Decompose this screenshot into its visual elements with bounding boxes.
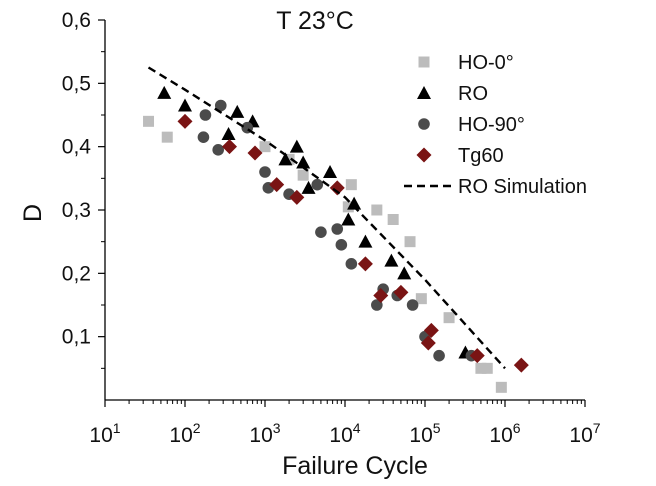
data-point — [301, 180, 316, 194]
x-tick-label: 106 — [489, 420, 520, 447]
data-point — [415, 293, 427, 305]
y-tick-label: 0,1 — [62, 326, 91, 349]
data-point — [315, 226, 327, 238]
data-point — [341, 212, 356, 226]
data-point — [297, 169, 309, 181]
legend-swatch — [417, 86, 431, 99]
legend-label: RO — [458, 83, 488, 105]
data-point — [323, 165, 338, 178]
data-point — [495, 381, 507, 393]
data-point — [161, 131, 173, 143]
legend-item: HO-90° — [418, 114, 525, 136]
legend-item: Tg60 — [416, 145, 504, 167]
data-point — [221, 127, 236, 140]
data-point — [393, 284, 409, 300]
x-tick-label: 101 — [89, 420, 120, 447]
data-point — [222, 139, 238, 155]
chart-title: T 23°C — [276, 7, 354, 35]
data-point — [345, 258, 358, 270]
legend-swatch — [418, 56, 430, 68]
series-ro — [157, 85, 473, 359]
legend-item: RO — [417, 83, 488, 105]
legend-item: RO Simulation — [404, 176, 587, 198]
data-point — [177, 113, 193, 129]
data-point — [342, 201, 354, 213]
data-point — [178, 98, 192, 112]
data-point — [373, 288, 389, 303]
data-point — [259, 166, 271, 178]
data-point — [384, 253, 399, 267]
legend-item: HO-0° — [418, 52, 514, 74]
data-point — [311, 178, 324, 191]
x-axis-label: Failure Cycle — [282, 452, 428, 480]
y-axis-label: D — [19, 204, 47, 222]
data-point — [358, 234, 373, 248]
x-tick-label: 104 — [329, 420, 360, 447]
data-point — [475, 362, 487, 374]
data-point — [296, 155, 311, 169]
y-tick-label: 0,3 — [62, 199, 91, 222]
data-point — [406, 299, 419, 311]
data-point — [397, 266, 412, 280]
simulation-line — [147, 66, 506, 370]
data-point — [481, 362, 493, 374]
legend-swatch — [416, 147, 432, 163]
axes: 101 102 103 104 105 106 107 0,1 0,2 0,3 0,4 0,5 0,6 — [62, 9, 601, 447]
data-point — [371, 299, 383, 311]
data-point — [433, 349, 445, 362]
series-ro-simulation — [147, 66, 506, 370]
y-tick-label: 0,5 — [62, 72, 91, 95]
data-point — [230, 104, 245, 118]
data-point — [143, 115, 155, 127]
data-point — [269, 177, 285, 193]
legend-label: Tg60 — [458, 145, 504, 167]
data-point — [247, 145, 263, 161]
y-tick-label: 0,6 — [62, 9, 91, 32]
x-tick-label: 103 — [249, 420, 280, 447]
legend: HO-0° RO HO-90° Tg60 RO Simulation — [404, 52, 587, 198]
data-point — [469, 348, 485, 364]
data-point — [335, 239, 348, 251]
data-point — [212, 144, 224, 156]
data-point — [347, 196, 362, 210]
data-point — [199, 109, 212, 121]
data-point — [259, 141, 271, 153]
data-point — [345, 179, 357, 191]
legend-swatch — [418, 118, 430, 130]
data-point — [289, 189, 305, 205]
data-point — [214, 99, 227, 112]
data-point — [278, 152, 293, 166]
x-tick-label: 107 — [569, 420, 600, 447]
data-point — [289, 139, 304, 153]
data-point — [420, 335, 436, 351]
y-tick-label: 0,2 — [62, 262, 91, 285]
series-tg60 — [177, 113, 529, 373]
x-tick-label: 105 — [409, 420, 440, 447]
data-point — [513, 357, 529, 373]
legend-label: HO-90° — [458, 114, 525, 136]
legend-label: HO-0° — [458, 52, 514, 74]
data-point — [387, 214, 399, 225]
data-point — [331, 223, 344, 235]
y-tick-label: 0,4 — [62, 136, 92, 159]
data-point — [404, 236, 416, 248]
data-point — [371, 204, 383, 216]
data-point — [197, 131, 210, 143]
data-point — [423, 322, 439, 338]
data-point — [157, 85, 172, 99]
plot-area — [143, 66, 529, 393]
series-ho-90 — [197, 99, 478, 362]
legend-label: RO Simulation — [458, 176, 587, 198]
data-point — [443, 312, 455, 324]
data-point — [357, 256, 373, 272]
data-point — [329, 180, 345, 196]
series-ho-0 — [143, 115, 507, 393]
x-tick-label: 102 — [169, 420, 200, 447]
